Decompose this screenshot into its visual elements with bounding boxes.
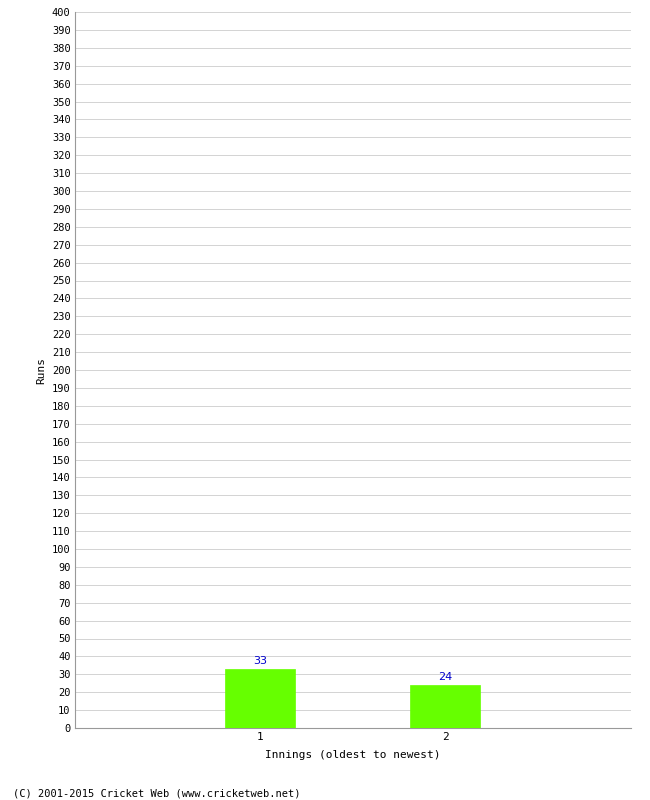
Text: (C) 2001-2015 Cricket Web (www.cricketweb.net): (C) 2001-2015 Cricket Web (www.cricketwe… [13, 788, 300, 798]
Text: 24: 24 [438, 672, 452, 682]
Bar [225, 669, 295, 728]
Bar [410, 685, 480, 728]
Text: 33: 33 [253, 656, 267, 666]
X-axis label: Innings (oldest to newest): Innings (oldest to newest) [265, 750, 441, 761]
Y-axis label: Runs: Runs [36, 357, 46, 383]
